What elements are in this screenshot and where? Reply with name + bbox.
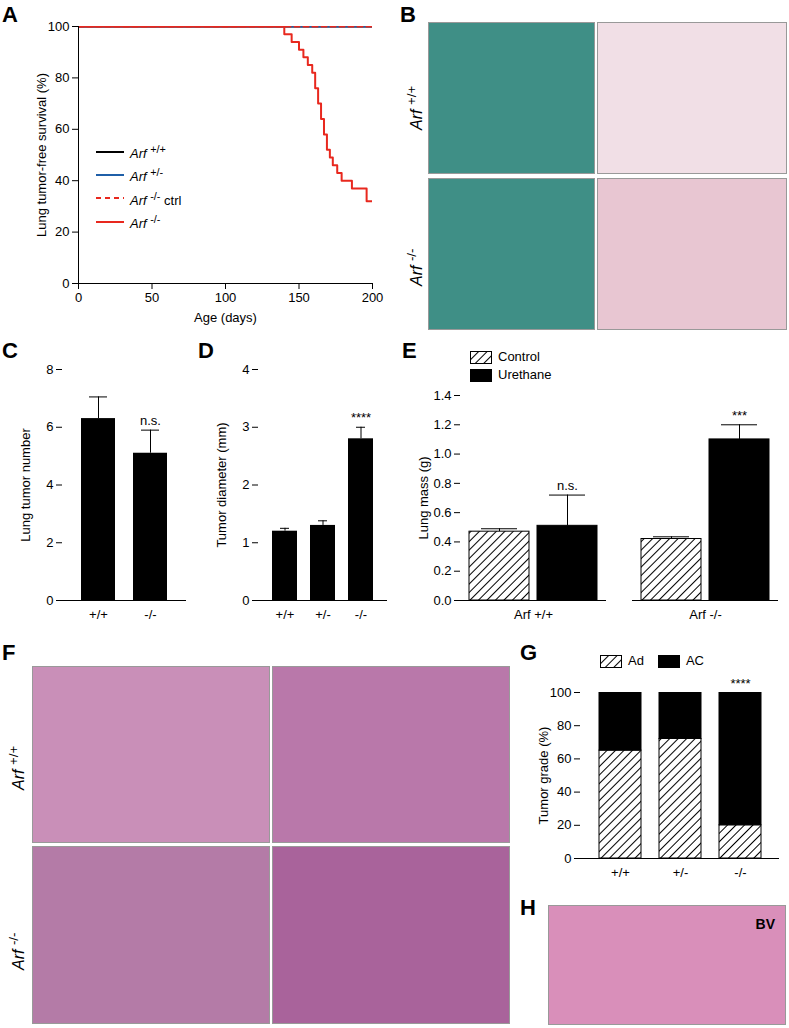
html-text:G: G	[520, 640, 538, 665]
svg-text:60: 60	[557, 751, 571, 766]
svg-text:Tumor grade (%): Tumor grade (%)	[536, 727, 551, 825]
html-text:BV: BV	[755, 916, 775, 932]
svg-text:100: 100	[550, 685, 572, 700]
svg-text:Arf +/+: Arf +/+	[514, 607, 553, 622]
svg-text:1.0: 1.0	[433, 446, 451, 461]
html-text:H: H	[520, 895, 536, 920]
html-text:D: D	[198, 338, 214, 363]
html-text:C: C	[2, 338, 18, 363]
svg-text:50: 50	[145, 290, 159, 305]
html-text:Arf +/+: Arf +/+	[130, 143, 166, 162]
svg-text:80: 80	[55, 70, 69, 85]
html-text:B: B	[400, 2, 416, 27]
svg-text:0.4: 0.4	[433, 534, 451, 549]
svg-text:200: 200	[362, 290, 384, 305]
svg-text:1.2: 1.2	[433, 417, 451, 432]
html-text:Ad: Ad	[628, 653, 644, 668]
svg-text:0: 0	[242, 593, 249, 608]
svg-text:20: 20	[557, 817, 571, 832]
svg-text:+/-: +/-	[315, 607, 331, 622]
svg-text:3: 3	[242, 419, 249, 434]
html-text:Control: Control	[498, 349, 540, 364]
svg-text:0.8: 0.8	[433, 476, 451, 491]
svg-text:40: 40	[55, 173, 69, 188]
svg-text:+/+: +/+	[89, 607, 108, 622]
svg-text:****: ****	[730, 676, 750, 691]
html-text:A: A	[2, 2, 18, 27]
html-text:Arf: Arf	[408, 265, 426, 286]
svg-text:Lung mass (g): Lung mass (g)	[416, 456, 431, 539]
html-text:Arf +/-: Arf +/-	[130, 166, 164, 185]
html-text:F: F	[2, 640, 16, 665]
svg-text:+/+: +/+	[276, 607, 295, 622]
svg-text:0: 0	[62, 276, 69, 291]
svg-text:Lung tumor number: Lung tumor number	[18, 428, 33, 542]
svg-text:-/-: -/-	[144, 607, 156, 622]
svg-text:60: 60	[55, 121, 69, 136]
svg-text:1.4: 1.4	[433, 388, 451, 403]
svg-text:***: ***	[732, 408, 747, 423]
svg-text:+/+: +/+	[611, 865, 630, 880]
svg-text:n.s.: n.s.	[557, 478, 578, 493]
svg-text:n.s.: n.s.	[140, 413, 161, 428]
html-text:Arf: Arf	[10, 949, 28, 970]
svg-text:4: 4	[242, 362, 249, 377]
svg-text:20: 20	[55, 224, 69, 239]
svg-text:4: 4	[46, 477, 53, 492]
svg-text:Lung tumor-free survival (%): Lung tumor-free survival (%)	[34, 73, 49, 237]
html-text:Arf: Arf	[408, 109, 426, 130]
svg-text:+/-: +/-	[673, 865, 689, 880]
svg-text:0: 0	[46, 593, 53, 608]
html-text:Arf -/-ctrl: Arf -/-ctrl	[130, 189, 182, 208]
svg-text:2: 2	[46, 535, 53, 550]
svg-text:100: 100	[48, 19, 70, 34]
html-text:Urethane: Urethane	[498, 367, 552, 382]
svg-text:0: 0	[75, 290, 82, 305]
svg-text:Age (days): Age (days)	[194, 310, 257, 325]
svg-text:6: 6	[46, 419, 53, 434]
svg-text:****: ****	[351, 410, 371, 425]
svg-text:2: 2	[242, 477, 249, 492]
html-text:Arf: Arf	[10, 769, 28, 790]
svg-text:0.2: 0.2	[433, 563, 451, 578]
svg-text:0.0: 0.0	[433, 593, 451, 608]
svg-text:150: 150	[288, 290, 310, 305]
html-text:Arf -/-: Arf -/-	[130, 213, 161, 232]
svg-text:Arf -/-: Arf -/-	[689, 607, 722, 622]
svg-text:100: 100	[215, 290, 237, 305]
svg-text:Tumor diameter (mm): Tumor diameter (mm)	[214, 422, 229, 547]
svg-text:-/-: -/-	[355, 607, 367, 622]
svg-text:8: 8	[46, 362, 53, 377]
svg-text:-/-: -/-	[734, 865, 746, 880]
html-text:AC: AC	[685, 653, 704, 668]
html-text:E: E	[402, 338, 417, 363]
svg-text:1: 1	[242, 535, 249, 550]
svg-text:0.6: 0.6	[433, 505, 451, 520]
svg-text:40: 40	[557, 784, 571, 799]
svg-text:0: 0	[564, 851, 571, 866]
svg-text:80: 80	[557, 718, 571, 733]
